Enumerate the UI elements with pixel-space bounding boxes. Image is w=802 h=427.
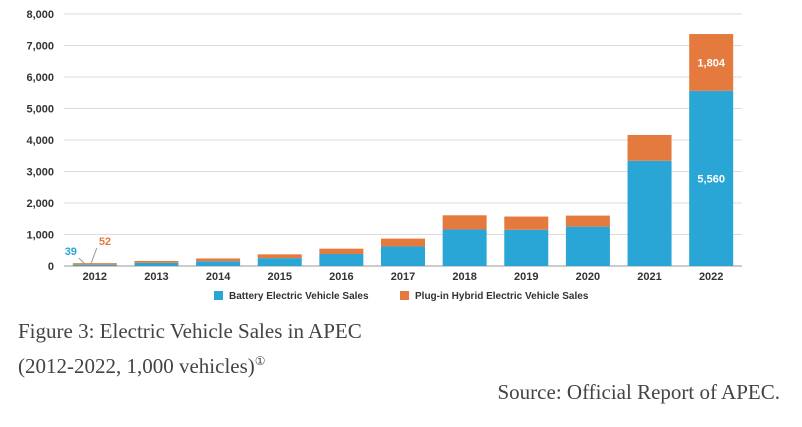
x-tick-label: 2022 [699, 271, 723, 283]
bar-battery-electric [134, 262, 179, 266]
x-tick-label: 2021 [637, 271, 661, 283]
x-tick-label: 2015 [267, 271, 291, 283]
y-tick-label: 0 [48, 261, 54, 273]
legend: Battery Electric Vehicle Sales Plug-in Hy… [214, 291, 589, 302]
callout-line [78, 257, 86, 265]
source-note: Source: Official Report of APEC. [497, 380, 781, 404]
x-tick-label: 2018 [452, 271, 476, 283]
x-tick-label: 2020 [576, 271, 600, 283]
bar-plug-in-hybrid [72, 263, 117, 265]
bar-battery-electric [319, 254, 364, 266]
bar-battery-electric [627, 160, 672, 266]
bar-plug-in-hybrid [689, 34, 734, 91]
y-tick-label: 6,000 [26, 72, 54, 84]
data-label: 52 [99, 236, 111, 248]
x-tick-label: 2013 [144, 271, 168, 283]
bar-battery-electric [504, 229, 549, 266]
y-tick-label: 7,000 [26, 41, 54, 53]
gridlines [64, 13, 742, 267]
y-tick-label: 5,000 [26, 104, 54, 116]
footnote-mark: ① [254, 354, 266, 368]
bar-plug-in-hybrid [627, 134, 672, 161]
x-tick-label: 2019 [514, 271, 538, 283]
data-label: 5,560 [697, 173, 725, 185]
caption-subtitle-row: (2012-2022, 1,000 vehicles)① [18, 346, 362, 381]
x-tick-label: 2012 [83, 271, 107, 283]
bar-plug-in-hybrid [565, 215, 610, 227]
x-tick-label: 2017 [391, 271, 415, 283]
stacked-bar-chart: 0 1,000 2,000 3,000 4,000 5,000 6,000 7,000 8,00… [26, 9, 742, 302]
callout-line [90, 247, 98, 265]
figure-caption: Figure 3: Electric Vehicle Sales in APEC… [18, 316, 362, 381]
bar-battery-electric [565, 226, 610, 266]
legend-label: Plug-in Hybrid Electric Vehicle Sales [415, 291, 589, 302]
data-label: 39 [65, 246, 77, 258]
x-axis-ticks: 2012 2013 2014 2015 2016 2017 2018 2019 2020 2021… [83, 271, 724, 283]
legend-swatch-hybrid [400, 291, 409, 300]
legend-swatch-battery [214, 291, 223, 300]
bar-plug-in-hybrid [319, 248, 364, 255]
data-labels: 39 52 5,560 1,804 [65, 57, 726, 265]
bar-battery-electric [442, 229, 487, 266]
bar-plug-in-hybrid [257, 254, 302, 259]
bar-battery-electric [689, 90, 734, 266]
x-tick-label: 2016 [329, 271, 353, 283]
x-tick-label: 2014 [206, 271, 231, 283]
y-tick-label: 3,000 [26, 167, 54, 179]
bar-plug-in-hybrid [381, 238, 425, 247]
bar-plug-in-hybrid [196, 258, 241, 262]
bar-battery-electric [72, 264, 117, 266]
bar-plug-in-hybrid [504, 216, 549, 230]
y-axis-ticks: 0 1,000 2,000 3,000 4,000 5,000 6,000 7,000 8,00… [26, 9, 54, 273]
caption-title: Figure 3: Electric Vehicle Sales in APEC [18, 319, 362, 343]
data-label: 1,804 [697, 57, 725, 69]
bar-battery-electric [257, 258, 302, 266]
legend-label: Battery Electric Vehicle Sales [229, 291, 369, 302]
y-tick-label: 2,000 [26, 198, 54, 210]
bar-plug-in-hybrid [134, 260, 179, 263]
bar-battery-electric [381, 246, 425, 266]
y-tick-label: 4,000 [26, 135, 54, 147]
y-tick-label: 1,000 [26, 230, 54, 242]
bars [72, 34, 734, 266]
y-tick-label: 8,000 [26, 9, 54, 21]
bar-plug-in-hybrid [442, 215, 487, 230]
caption-subtitle: (2012-2022, 1,000 vehicles) [18, 354, 255, 378]
bar-battery-electric [196, 261, 241, 266]
